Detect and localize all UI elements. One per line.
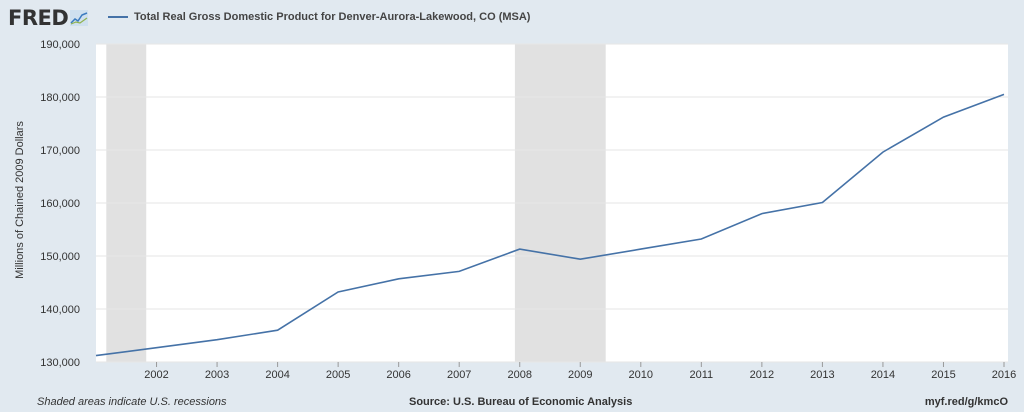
chart-legend: Total Real Gross Domestic Product for De… xyxy=(108,11,530,23)
chart-header: FRED Total Real Gross Domestic Product f… xyxy=(0,0,1024,36)
x-tick-label: 2006 xyxy=(386,369,410,381)
short-link[interactable]: myf.red/g/kmcO xyxy=(924,396,1008,408)
fred-logo[interactable]: FRED xyxy=(8,6,89,30)
series-line xyxy=(95,93,1005,357)
x-tick-label: 2005 xyxy=(326,369,350,381)
logo-text: FRED xyxy=(8,6,69,30)
y-tick-label: 180,000 xyxy=(40,92,80,104)
y-tick-label: 130,000 xyxy=(40,357,80,369)
legend-label: Total Real Gross Domestic Product for De… xyxy=(134,11,531,23)
x-tick-label: 2007 xyxy=(447,369,471,381)
x-tick-label: 2016 xyxy=(992,369,1016,381)
legend-swatch xyxy=(108,16,128,18)
y-tick-label: 190,000 xyxy=(40,39,80,51)
recession-note: Shaded areas indicate U.S. recessions xyxy=(37,396,227,408)
y-tick-label: 170,000 xyxy=(40,145,80,157)
x-tick-label: 2004 xyxy=(265,369,289,381)
x-tick-label: 2008 xyxy=(507,369,531,381)
x-tick-label: 2009 xyxy=(568,369,592,381)
source-text: Source: U.S. Bureau of Economic Analysis xyxy=(409,396,633,408)
line-graph-icon xyxy=(70,10,89,26)
y-tick-label: 140,000 xyxy=(40,304,80,316)
x-tick-label: 2002 xyxy=(144,369,168,381)
x-tick-label: 2012 xyxy=(750,369,774,381)
x-tick-label: 2010 xyxy=(629,369,653,381)
x-tick-label: 2015 xyxy=(931,369,955,381)
x-tick-label: 2014 xyxy=(871,369,895,381)
x-tick-label: 2013 xyxy=(810,369,834,381)
y-tick-label: 160,000 xyxy=(40,198,80,210)
x-tick-label: 2011 xyxy=(690,369,714,381)
y-tick-label: 150,000 xyxy=(40,251,80,263)
x-tick-label: 2003 xyxy=(205,369,229,381)
